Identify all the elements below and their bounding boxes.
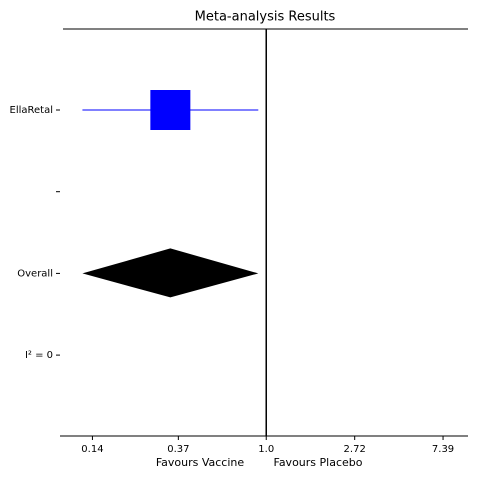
estimate-square [150,90,191,130]
y-tick-label: I² = 0 [25,350,53,361]
x-tick-label: 7.39 [432,444,454,455]
y-tick-label: EllaRetal [10,105,53,116]
x-tick-label: 0.37 [167,444,189,455]
x-tick-label: 1.0 [258,444,274,455]
x-label-right: Favours Placebo [274,456,363,469]
x-tick-label: 2.72 [344,444,366,455]
y-tick-label: Overall [17,268,53,279]
x-label-left: Favours Vaccine [156,456,245,469]
chart-title: Meta-analysis Results [195,10,336,25]
x-tick-label: 0.14 [81,444,103,455]
overall-diamond [82,248,259,298]
